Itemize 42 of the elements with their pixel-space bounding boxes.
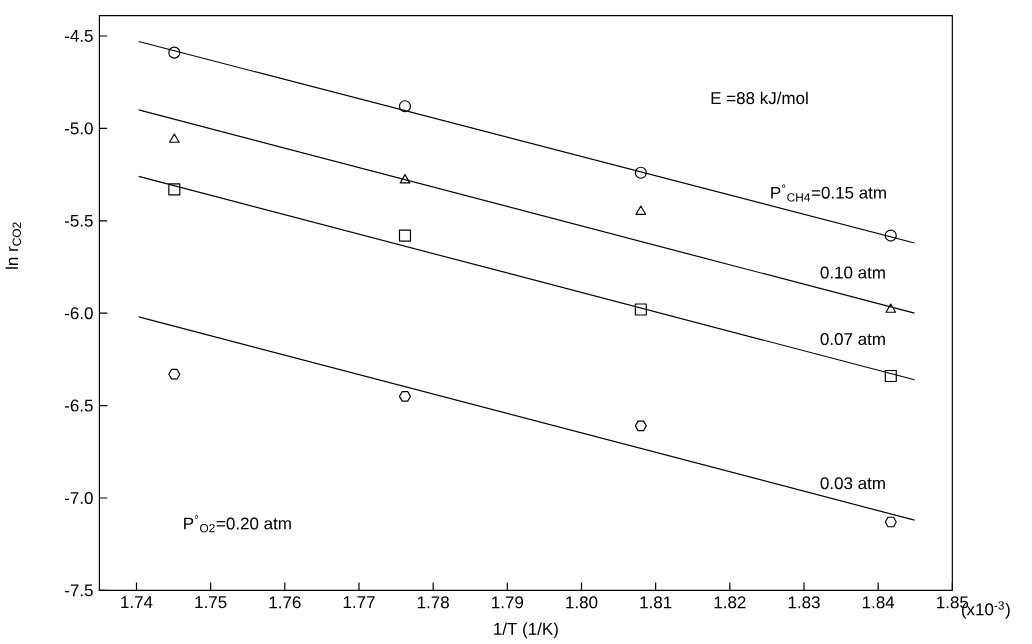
series-label: 0.07 atm	[820, 333, 885, 346]
y-tick-label: -5.0	[64, 122, 93, 135]
point	[635, 205, 647, 215]
point	[884, 229, 897, 242]
x-tick-label: 1.74	[121, 596, 153, 609]
series-label: 0.03 atm	[820, 477, 885, 490]
point	[398, 100, 412, 113]
point	[168, 368, 181, 380]
x-tick-label: 1.76	[269, 596, 301, 609]
series-label: P$^{°}$$_{CH4}$=0.15 atm	[771, 184, 886, 202]
x-tick-label: 1.78	[417, 596, 449, 609]
x-tick-label: 1.75	[195, 596, 227, 609]
point	[168, 46, 181, 59]
x-tick-label: 1.81	[640, 596, 672, 609]
point	[168, 183, 181, 196]
point	[634, 420, 647, 432]
annotation: P$^{°}$$_{O2}$=0.20 atm	[184, 515, 291, 533]
x-tick-label: 1.82	[714, 596, 746, 609]
point	[399, 174, 411, 184]
point	[398, 229, 412, 242]
x-tick-label: 1.83	[788, 596, 820, 609]
point	[885, 303, 897, 313]
y-axis-title: ln r$_{CO2}$	[5, 222, 21, 269]
series-label: 0.10 atm	[820, 266, 885, 279]
x-tick-label: 1.77	[343, 596, 375, 609]
x-tick-label: 1.80	[566, 596, 598, 609]
point	[168, 133, 180, 143]
y-tick-label: -5.5	[64, 214, 93, 227]
point	[634, 166, 647, 179]
y-tick-label: -4.5	[64, 30, 93, 42]
y-tick-label: -7.5	[64, 584, 93, 597]
annotation: E =88 kJ/mol	[711, 91, 808, 105]
y-tick-label: -7.0	[64, 492, 93, 505]
x-axis-title: 1/T (1/K)	[494, 622, 558, 639]
point	[884, 369, 897, 383]
x-tick-label: 1.79	[492, 596, 524, 609]
x-tick-label: 1.84	[862, 596, 895, 609]
point	[634, 303, 647, 316]
y-tick-label: -6.5	[64, 399, 93, 412]
point	[398, 391, 412, 402]
point	[884, 516, 897, 528]
y-tick-label: -6.0	[64, 307, 93, 320]
